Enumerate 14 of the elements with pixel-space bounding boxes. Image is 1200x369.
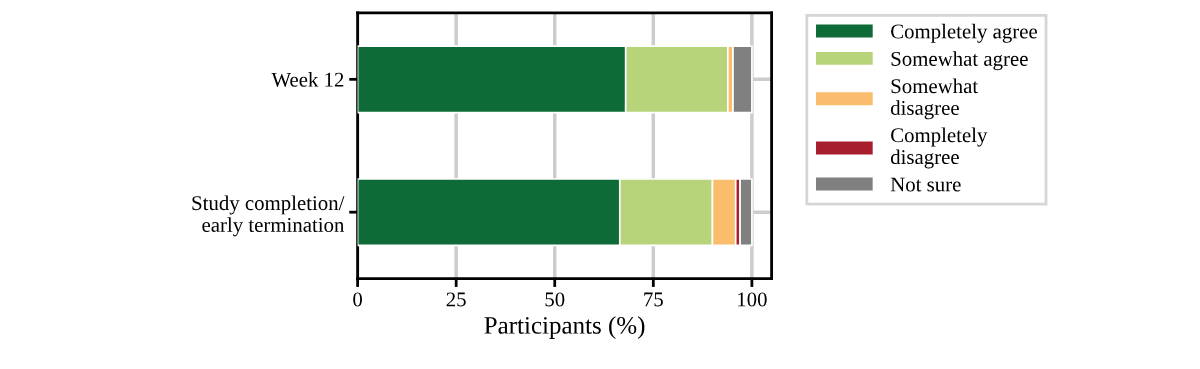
x-axis-title: Participants (%) (484, 316, 645, 339)
legend-label: Completely agree (891, 23, 1037, 43)
x-tick-label: 50 (545, 292, 565, 307)
y-tick-label: Week 12 (271, 72, 344, 87)
legend-label: Somewhat disagree (890, 78, 979, 120)
bar (739, 178, 753, 247)
legend-label: Not sure (890, 177, 961, 192)
x-tick-label: 0 (353, 292, 363, 307)
x-tick-label: 75 (644, 292, 663, 307)
legend-label: Somewhat agree (891, 51, 1028, 71)
x-tick-label: 100 (738, 292, 767, 307)
legend-label: Completely disagree (890, 127, 988, 169)
x-tick-label: 25 (446, 292, 466, 307)
y-tick-label: Study completion/ early termination (192, 195, 345, 237)
